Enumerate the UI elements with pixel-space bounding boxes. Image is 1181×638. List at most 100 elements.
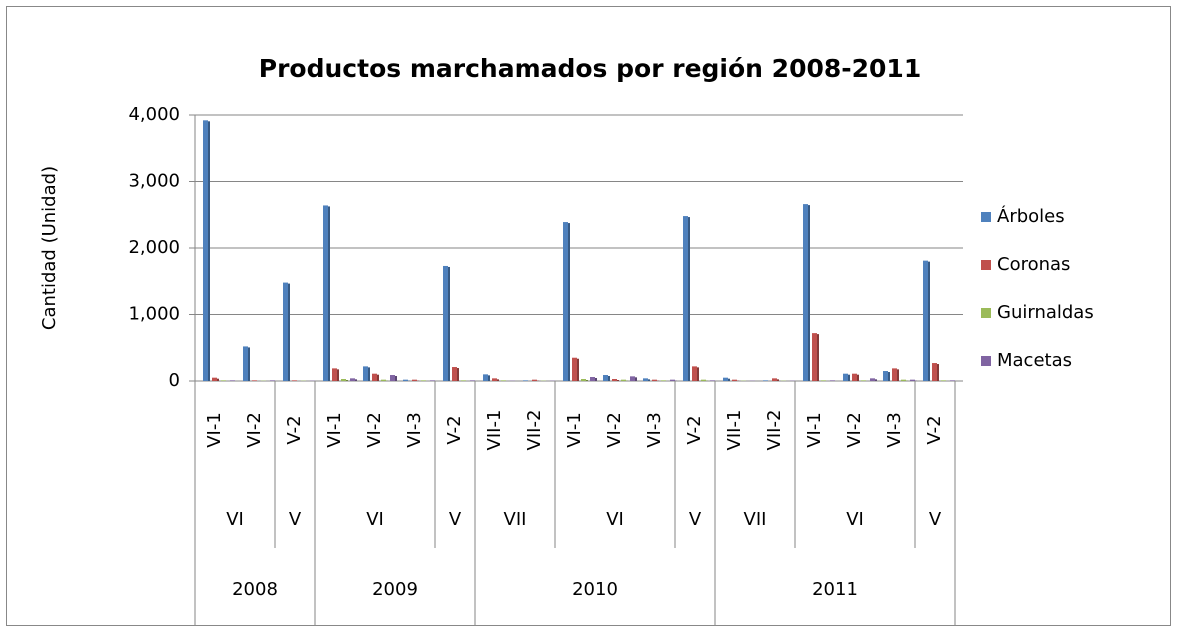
bar (452, 367, 457, 381)
region-label: VI (606, 509, 624, 530)
bar (492, 378, 497, 381)
bar (941, 380, 946, 381)
x-tick-label: V-2 (924, 415, 945, 444)
bar (403, 380, 408, 381)
year-label: 2008 (232, 579, 278, 600)
bar (572, 358, 577, 381)
bar-side (395, 376, 397, 381)
bar-side (568, 223, 570, 381)
y-tick-label: 3,000 (128, 171, 180, 192)
bar (563, 222, 568, 381)
bar-side (377, 375, 379, 381)
legend-swatch (981, 356, 991, 366)
region-label: V (449, 509, 462, 530)
bar (950, 380, 955, 381)
bar (381, 380, 386, 381)
legend-label: Coronas (997, 254, 1070, 275)
bar-side (875, 379, 877, 381)
bar-side (728, 379, 730, 381)
bar (892, 368, 897, 381)
bar-side (355, 379, 357, 381)
bar (630, 376, 635, 381)
bar (870, 378, 875, 381)
x-tick-label: V-2 (284, 415, 305, 444)
x-tick-label: VI-2 (364, 412, 385, 448)
region-label: V (289, 509, 302, 530)
x-tick-label: VII-1 (484, 410, 505, 451)
bar (483, 374, 488, 381)
x-tick-label: VI-3 (404, 412, 425, 448)
bar (270, 380, 275, 381)
bar (670, 380, 675, 381)
bar (772, 378, 777, 381)
bar (843, 374, 848, 381)
bar-side (208, 121, 210, 381)
region-label: VI (846, 509, 864, 530)
bar (203, 120, 208, 381)
bar-side (217, 379, 219, 381)
bar (883, 371, 888, 381)
bar (421, 380, 426, 381)
x-tick-label: VI-1 (804, 412, 825, 448)
x-tick-label: VI-1 (564, 412, 585, 448)
bar (923, 261, 928, 381)
bar-side (457, 368, 459, 381)
bar (932, 363, 937, 381)
bar (252, 380, 257, 381)
bar (470, 380, 475, 381)
bar (612, 379, 617, 381)
region-label: V (929, 509, 942, 530)
bar (643, 378, 648, 381)
bar (443, 266, 448, 381)
bar (603, 375, 608, 381)
y-tick-label: 4,000 (128, 104, 180, 125)
bar (901, 380, 906, 381)
bar (350, 378, 355, 381)
legend-swatch (981, 308, 991, 318)
x-tick-label: VII-1 (724, 410, 745, 451)
bar-side (888, 372, 890, 381)
bar-side (577, 359, 579, 381)
region-label: VI (226, 509, 244, 530)
bar (830, 380, 835, 381)
bar-side (448, 267, 450, 381)
x-tick-label: VI-1 (204, 412, 225, 448)
bar-side (848, 375, 850, 381)
bar-side (337, 369, 339, 381)
y-axis-label: Cantidad (Unidad) (39, 166, 60, 330)
year-label: 2011 (812, 579, 858, 600)
bar (723, 378, 728, 381)
chart-border (7, 7, 1171, 626)
bar-side (608, 376, 610, 381)
bar (372, 374, 377, 381)
bar (283, 283, 288, 381)
bar-side (497, 379, 499, 381)
bar (803, 204, 808, 381)
bar-side (648, 379, 650, 381)
bar (710, 380, 715, 381)
x-tick-label: VI-2 (604, 412, 625, 448)
bar-side (635, 377, 637, 381)
bar (861, 380, 866, 381)
bar-side (368, 367, 370, 381)
bar (532, 380, 537, 381)
bar (812, 333, 817, 381)
x-tick-label: VII-2 (524, 410, 545, 451)
bar-side (937, 364, 939, 381)
bar (683, 216, 688, 381)
bar (701, 380, 706, 381)
bar-side (808, 205, 810, 381)
year-label: 2009 (372, 579, 418, 600)
bar (221, 380, 226, 381)
bar (581, 379, 586, 381)
bar-side (617, 380, 619, 381)
y-tick-label: 1,000 (128, 304, 180, 325)
bar-side (897, 369, 899, 381)
legend-swatch (981, 260, 991, 270)
bar (692, 366, 697, 381)
bar (523, 380, 528, 381)
legend-label: Árboles (997, 205, 1065, 227)
bar-side (857, 375, 859, 381)
x-tick-label: VI-3 (644, 412, 665, 448)
